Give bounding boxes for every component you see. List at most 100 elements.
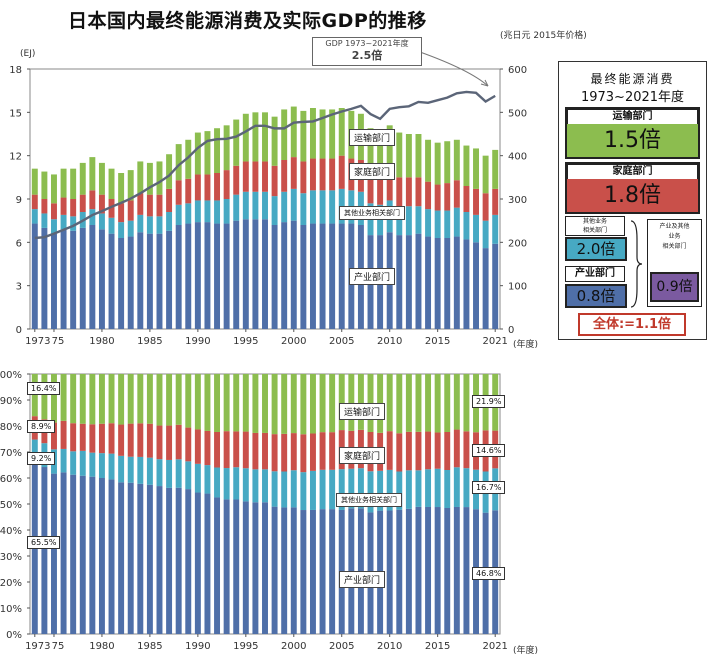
top-bar-segment	[185, 203, 192, 224]
bottom-y-tick-label: 20%	[0, 578, 22, 589]
pct-1973-commercial: 9.2%	[27, 452, 56, 465]
legend-period: 1973~2021年度	[580, 90, 685, 105]
top-bar-segment	[492, 243, 499, 329]
top-bar-segment	[329, 223, 336, 329]
top-bar-segment	[233, 165, 240, 195]
bottom-x-tick-label: 75	[52, 641, 65, 652]
top-bar-segment	[194, 132, 201, 175]
bottom-bar-segment	[223, 499, 230, 634]
top-bar-segment	[156, 194, 163, 217]
bottom-bar-segment	[319, 509, 326, 634]
bottom-y-tick-label: 10%	[0, 604, 22, 615]
top-bar-segment	[108, 168, 115, 199]
top-bar-segment	[281, 160, 288, 192]
top-bar-segment	[309, 158, 316, 191]
bottom-bar-segment	[367, 471, 374, 513]
bottom-bar-segment	[425, 469, 432, 507]
bottom-bar-segment	[98, 374, 105, 424]
top-bar-segment	[405, 206, 412, 236]
top-bar-segment	[89, 157, 96, 191]
bottom-bar-segment	[166, 487, 173, 634]
top-bar-segment	[367, 173, 374, 204]
top-bar-segment	[223, 125, 230, 171]
top-bar-segment	[156, 233, 163, 329]
top-bar-segment	[463, 145, 470, 186]
bottom-bar-segment	[79, 450, 86, 476]
gdp-callout: GDP 1973~2021年度 2.5倍	[312, 37, 422, 66]
bottom-bar-segment	[185, 489, 192, 634]
top-bar-segment	[252, 191, 259, 220]
bottom-bar-segment	[357, 468, 364, 509]
top-bar-segment	[290, 220, 297, 329]
gdp-callout-arrowhead	[480, 79, 489, 87]
top-bar-segment	[482, 220, 489, 249]
bottom-bar-segment	[214, 374, 221, 432]
top-bar-segment	[377, 175, 384, 205]
top-bar-segment	[204, 174, 211, 201]
top-bar-segment	[118, 238, 125, 329]
top-bar-segment	[482, 248, 489, 329]
bottom-bar-segment	[262, 432, 268, 470]
bottom-bar-segment	[242, 431, 249, 469]
top-bar-segment	[271, 225, 278, 329]
legend-heading: 最终能源消费	[590, 72, 675, 86]
bottom-y-tick-label: 70%	[0, 448, 22, 459]
bottom-bar-segment	[108, 374, 115, 424]
top-bar-segment	[300, 161, 307, 194]
bottom-bar-segment	[41, 374, 48, 420]
bottom-bar-segment	[309, 509, 316, 634]
bottom-bar-segment	[300, 374, 307, 435]
top-bar-segment	[463, 186, 470, 212]
top-bar-segment	[434, 142, 441, 185]
gdp-line	[34, 90, 496, 240]
bottom-bar-segment	[156, 374, 163, 426]
bottom-bar-segment	[146, 484, 153, 634]
bottom-bar-segment	[137, 483, 144, 634]
top-bar-segment	[444, 210, 451, 238]
top-bar-segment	[377, 131, 384, 176]
top-bar-segment	[242, 161, 249, 192]
bottom-bar-segment	[118, 482, 125, 634]
bottom-bar-segment	[338, 374, 345, 431]
bottom-bar-segment	[127, 456, 134, 483]
bottom-bar-segment	[262, 374, 268, 433]
bottom-bar-segment	[338, 469, 345, 510]
bottom-bar-segment	[98, 423, 105, 454]
bottom-bar-segment	[453, 374, 460, 430]
bottom-bar-segment	[118, 455, 125, 483]
top-label-commercial: 其他业务相关部门	[339, 206, 405, 220]
top-bar-segment	[185, 139, 192, 179]
bottom-bar-segment	[98, 453, 105, 478]
top-bar-segment	[386, 170, 393, 201]
bottom-label-industry: 产业部门	[339, 571, 386, 588]
bottom-bar-segment	[271, 506, 278, 634]
bottom-bar-segment	[108, 453, 115, 480]
bottom-bar-segment	[386, 510, 393, 634]
bottom-bar-segment	[233, 467, 240, 500]
top-bar-segment	[214, 128, 221, 173]
bottom-bar-segment	[319, 374, 326, 433]
top-bar-segment	[204, 131, 211, 175]
bottom-bar-segment	[396, 509, 403, 634]
bottom-bar-segment	[329, 374, 336, 433]
bottom-bar-segment	[60, 472, 67, 634]
top-bar-segment	[281, 222, 288, 329]
top-bar-segment	[214, 200, 221, 224]
bottom-bar-segment	[137, 456, 144, 484]
legend-industry-box: 产业部门 0.8倍	[565, 266, 627, 310]
top-y-tick-label: 6	[16, 238, 22, 249]
bottom-x-tick-label: 1995	[233, 641, 258, 652]
top-bar-segment	[473, 188, 479, 215]
top-bar-segment	[79, 227, 86, 329]
top-bar-segment	[41, 227, 48, 329]
top-x-tick-label: 2005	[329, 336, 354, 347]
top-bar-segment	[405, 134, 412, 178]
bottom-bar-segment	[319, 432, 326, 470]
top-x-tick-label: 1995	[233, 336, 258, 347]
bottom-bar-segment	[434, 507, 441, 634]
bottom-bar-segment	[453, 506, 460, 634]
bottom-bar-segment	[463, 431, 470, 469]
bottom-y-tick-label: 50%	[0, 500, 22, 511]
top-bar-segment	[89, 225, 96, 329]
top-bar-segment	[118, 222, 125, 238]
